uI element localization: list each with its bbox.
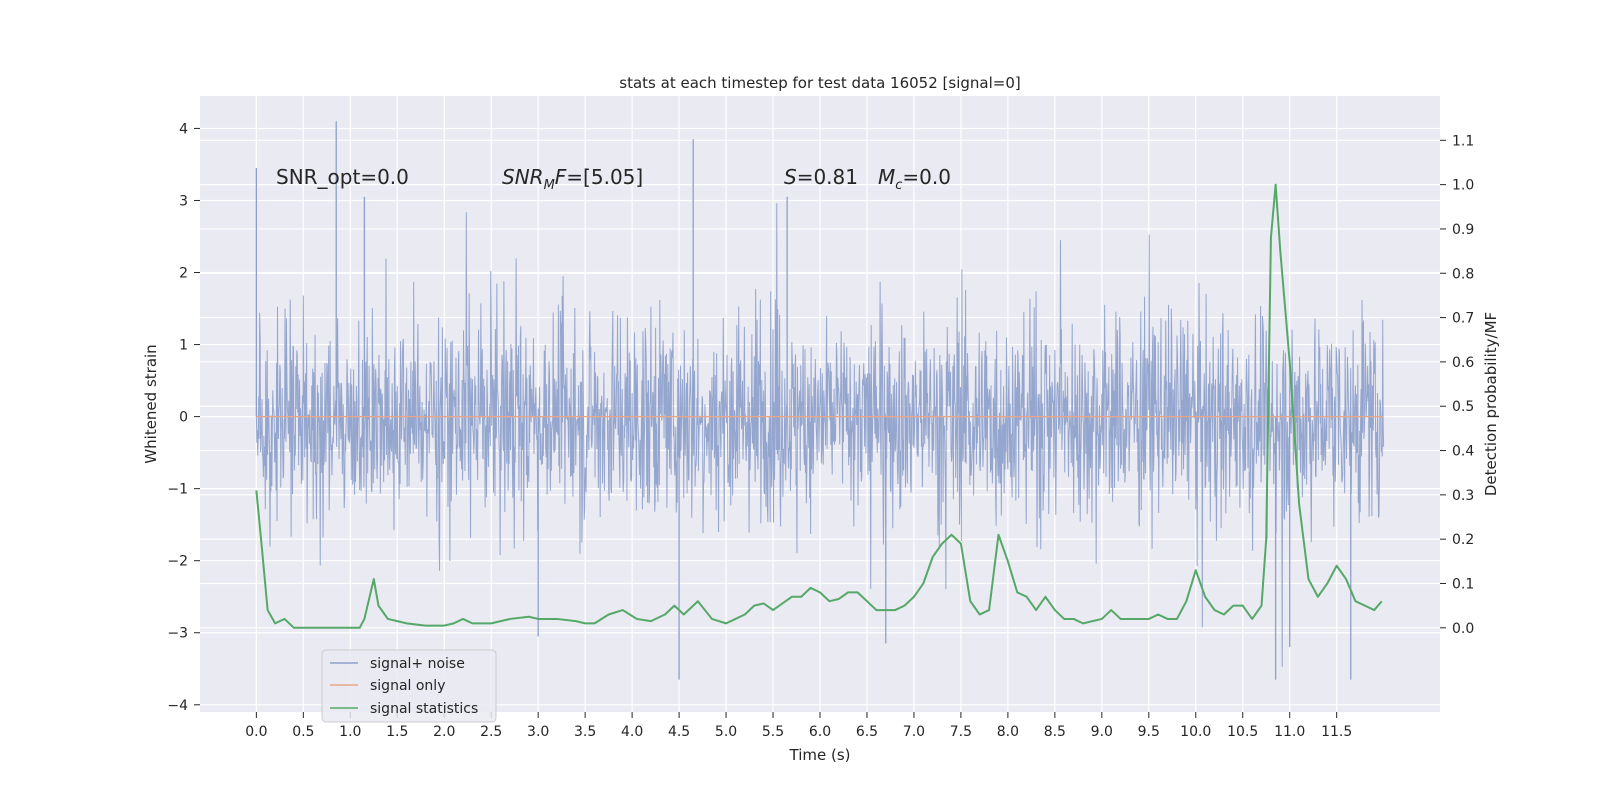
y-tick-label: 4 — [179, 121, 188, 137]
y2-tick-label: 0.0 — [1452, 621, 1474, 637]
x-tick-label: 3.5 — [574, 724, 596, 740]
y2-tick-label: 0.4 — [1452, 444, 1474, 460]
snr-mf-sub: M — [544, 178, 555, 193]
legend-label-noise: signal+ noise — [370, 656, 465, 672]
annotation-mc: Mc=0.0 — [878, 165, 951, 193]
y-tick-label: −4 — [167, 698, 188, 714]
y-tick-label: 3 — [179, 193, 188, 209]
y-tick-label: −3 — [167, 626, 188, 642]
y-tick-label: 2 — [179, 266, 188, 282]
y2-tick-label: 0.1 — [1452, 576, 1474, 592]
annotation-snr-mf: SNRMF=[5.05] — [502, 165, 643, 193]
x-tick-label: 0.0 — [245, 724, 267, 740]
mc-sub: c — [895, 178, 902, 193]
x-tick-label: 10.5 — [1227, 724, 1258, 740]
ticks-layer: 0.0 0.5 1.0 1.5 2.0 2.5 3.0 3.5 4.0 4.5 5.0 5.5 6.0 6… — [167, 121, 1474, 740]
y-tick-label: −1 — [167, 482, 188, 498]
x-tick-label: 7.0 — [903, 724, 925, 740]
y2-tick-label: 0.8 — [1452, 266, 1474, 282]
legend: signal+ noise signal only signal statist… — [321, 649, 497, 723]
y2-tick-label: 0.2 — [1452, 532, 1474, 548]
x-tick-label: 6.0 — [809, 724, 831, 740]
mc-main: M — [878, 165, 895, 189]
x-tick-label: 8.0 — [997, 724, 1019, 740]
y-axis-label: Whitened strain — [142, 344, 160, 463]
legend-box — [321, 649, 497, 723]
x-tick-label: 7.5 — [950, 724, 972, 740]
x-tick-label: 5.0 — [715, 724, 737, 740]
x-tick-label: 11.0 — [1274, 724, 1305, 740]
y-tick-label: 1 — [179, 338, 188, 354]
mc-value: =0.0 — [902, 165, 951, 189]
x-tick-label: 9.5 — [1138, 724, 1160, 740]
x-tick-label: 4.5 — [668, 724, 690, 740]
y2-tick-label: 1.0 — [1452, 178, 1474, 194]
x-tick-label: 2.5 — [480, 724, 502, 740]
s-symbol: S — [784, 165, 797, 189]
y-tick-label: 0 — [179, 410, 188, 426]
x-tick-label: 2.0 — [433, 724, 455, 740]
x-tick-label: 3.0 — [527, 724, 549, 740]
x-tick-label: 8.5 — [1044, 724, 1066, 740]
y2-tick-label: 0.9 — [1452, 222, 1474, 238]
statistics-line — [255, 183, 1383, 629]
y2-tick-label: 0.3 — [1452, 488, 1474, 504]
annotation-s: S=0.81 — [784, 165, 858, 189]
signal-statistics-series — [255, 183, 1383, 629]
x-tick-label: 9.0 — [1091, 724, 1113, 740]
x-tick-label: 0.5 — [292, 724, 314, 740]
x-tick-label: 1.0 — [339, 724, 361, 740]
y2-axis-label: Detection probability/MF — [1482, 312, 1500, 496]
chart-title: stats at each timestep for test data 160… — [619, 74, 1020, 92]
annotation-snr-opt: SNR_opt=0.0 — [276, 165, 409, 189]
y-tick-label: −2 — [167, 554, 188, 570]
x-tick-label: 4.0 — [621, 724, 643, 740]
x-tick-label: 6.5 — [856, 724, 878, 740]
legend-label-statistics: signal statistics — [370, 701, 478, 717]
snr-mf-rest: F — [555, 165, 567, 189]
noise-trace — [255, 203, 1385, 667]
snr-mf-value: =[5.05] — [566, 165, 643, 189]
snr-mf-main: SNR — [502, 165, 544, 189]
y2-tick-label: 0.5 — [1452, 399, 1474, 415]
y2-tick-label: 0.7 — [1452, 311, 1474, 327]
x-tick-label: 10.0 — [1180, 724, 1211, 740]
y2-tick-label: 0.6 — [1452, 355, 1474, 371]
x-tick-label: 11.5 — [1321, 724, 1352, 740]
legend-label-signal-only: signal only — [370, 678, 445, 694]
x-tick-label: 1.5 — [386, 724, 408, 740]
s-value: =0.81 — [797, 165, 858, 189]
x-axis-label: Time (s) — [789, 746, 851, 764]
y2-tick-label: 1.1 — [1452, 133, 1474, 149]
noise-series — [255, 121, 1385, 680]
x-tick-label: 5.5 — [762, 724, 784, 740]
